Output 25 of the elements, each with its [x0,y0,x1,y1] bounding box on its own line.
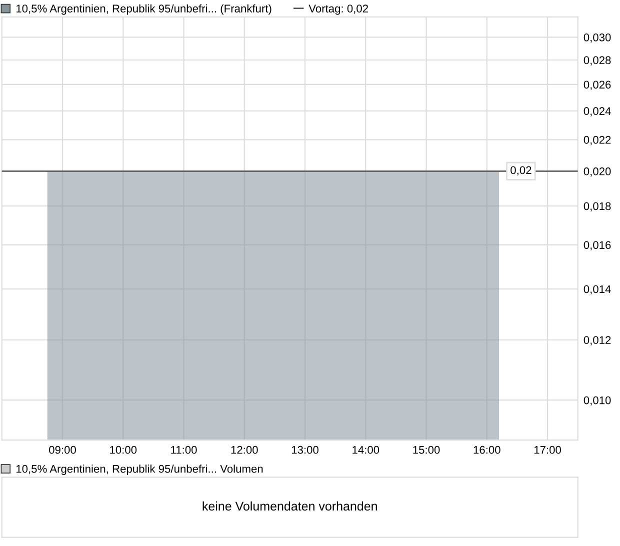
x-tick-label: 10:00 [110,446,137,454]
x-tick-label: 11:00 [171,446,197,454]
y-tick-label: 0,014 [584,285,611,294]
y-tick-label: 0,016 [584,241,611,250]
x-tick-label: 15:00 [413,446,440,454]
y-tick-label: 0,010 [584,396,611,406]
x-tick-label: 13:00 [292,446,318,454]
y-tick-label: 0,012 [584,336,611,346]
x-tick-label: 09:00 [49,446,76,454]
y-tick-label: 0,018 [584,202,611,212]
y-tick-label: 0,020 [584,167,611,177]
y-tick-label: 0,022 [584,136,611,146]
y-tick-label: 0,024 [584,107,611,116]
y-tick-label: 0,028 [584,56,611,66]
legend-label: 10,5% Argentinien, Republik 95/unbefri... (Frankfurt) [16,4,272,15]
annotation: 0,02 [510,166,532,176]
x-tick-label: 17:00 [534,446,561,454]
text: 10,5% Argentinien, Republik 95/unbefri... Volumen [16,464,263,475]
text: keine Volumendaten vorhanden [202,501,377,511]
x-tick-label: 12:00 [231,446,258,454]
legend-label: Vortag: 0,02 [308,4,368,15]
x-tick-label: 14:00 [352,446,380,454]
y-tick-label: 0,026 [584,80,611,90]
y-tick-label: 0,030 [584,33,611,43]
x-tick-label: 16:00 [474,446,500,454]
